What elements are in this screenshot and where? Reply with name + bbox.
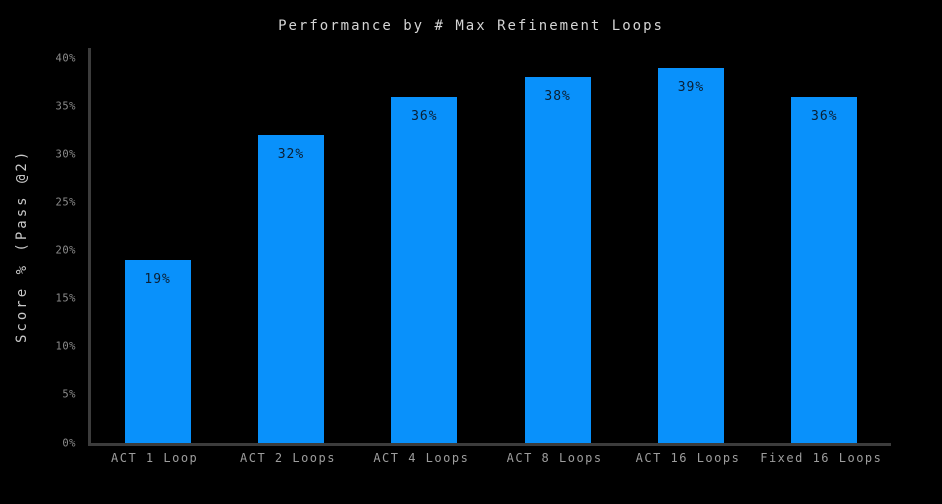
y-axis-tick-labels: 0% 5% 10% 15% 20% 25% 30% 35% 40% bbox=[0, 48, 82, 448]
y-tick-label: 40% bbox=[55, 51, 76, 64]
x-tick-label: Fixed 16 Loops bbox=[760, 451, 883, 465]
bar-slot: 36% bbox=[358, 48, 491, 443]
y-tick-label: 35% bbox=[55, 99, 76, 112]
bar-value-label: 32% bbox=[277, 147, 305, 162]
bar: 32% bbox=[257, 135, 324, 443]
bar: 36% bbox=[391, 96, 458, 443]
bar-value-label: 36% bbox=[411, 108, 438, 124]
x-tick-label: ACT 16 Loops bbox=[635, 451, 741, 465]
x-tick-label: ACT 8 Loops bbox=[506, 451, 603, 465]
y-tick-label: 10% bbox=[55, 340, 76, 353]
y-tick-label: 15% bbox=[55, 292, 76, 305]
bar-value-label: 19% bbox=[144, 272, 171, 288]
y-tick-label: 30% bbox=[55, 148, 76, 160]
bar: 38% bbox=[524, 77, 591, 443]
bar-value-label: 39% bbox=[677, 79, 705, 95]
x-axis-tick-labels: ACT 1 Loop ACT 2 Loops ACT 4 Loops ACT 8 Lo… bbox=[88, 451, 888, 465]
y-tick-label: 0% bbox=[62, 436, 76, 449]
x-tick-label: ACT 4 Loops bbox=[373, 451, 470, 465]
bar-slot: 39% bbox=[624, 48, 757, 443]
bar-slot: 32% bbox=[224, 48, 357, 443]
x-tick-label: ACT 2 Loops bbox=[240, 451, 336, 465]
bar-slot: 36% bbox=[758, 48, 891, 443]
bar-value-label: 36% bbox=[811, 108, 838, 124]
y-tick-label: 5% bbox=[62, 388, 76, 401]
x-tick-label: ACT 1 Loop bbox=[111, 451, 199, 465]
plot-area: 19% 32% 36% 38% 39% 36% bbox=[88, 48, 891, 446]
bar-value-label: 38% bbox=[544, 89, 571, 105]
y-tick-label: 25% bbox=[55, 196, 76, 209]
chart-title: Performance by # Max Refinement Loops bbox=[278, 18, 664, 34]
bar-slot: 38% bbox=[491, 48, 624, 443]
bar: 19% bbox=[124, 260, 191, 443]
bar: 39% bbox=[657, 67, 724, 443]
y-tick-label: 20% bbox=[55, 244, 76, 257]
bar-slot: 19% bbox=[91, 48, 224, 443]
bar: 36% bbox=[791, 96, 858, 443]
